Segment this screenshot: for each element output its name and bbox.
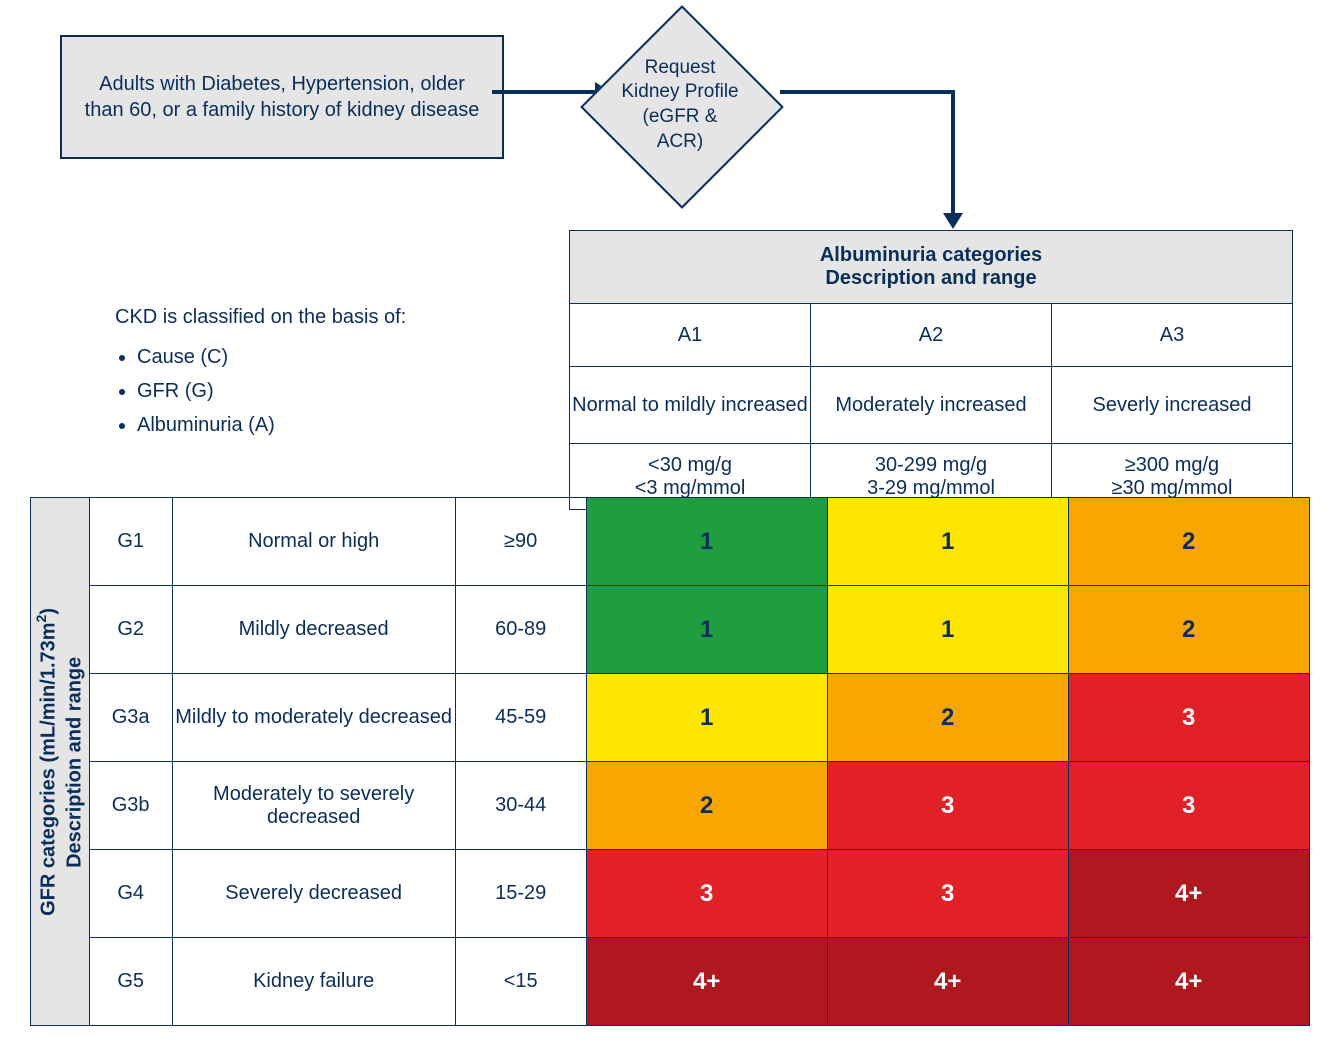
gfr-range: ≥90 <box>455 498 586 586</box>
risk-cell: 4+ <box>827 938 1068 1026</box>
classify-item: Albuminuria (A) <box>137 408 406 442</box>
classify-item: GFR (G) <box>137 374 406 408</box>
risk-cell: 3 <box>1068 674 1309 762</box>
gfr-range: <15 <box>455 938 586 1026</box>
arrow-2-v <box>951 90 955 215</box>
alb-code: A1 <box>570 304 811 367</box>
gfr-desc: Normal or high <box>172 498 455 586</box>
ckd-table: GFR categories (mL/min/1.73m2) Descripti… <box>30 497 1310 1026</box>
risk-cell: 2 <box>1068 498 1309 586</box>
gfr-desc: Moderately to severely decreased <box>172 762 455 850</box>
risk-cell: 4+ <box>586 938 827 1026</box>
risk-cell: 1 <box>586 586 827 674</box>
gfr-code: G4 <box>89 850 172 938</box>
gfr-code: G3b <box>89 762 172 850</box>
risk-cell: 3 <box>827 850 1068 938</box>
risk-cell: 4+ <box>1068 938 1309 1026</box>
risk-cell: 1 <box>827 586 1068 674</box>
flowchart: Adults with Diabetes, Hypertension, olde… <box>30 20 1314 230</box>
risk-cell: 2 <box>827 674 1068 762</box>
gfr-code: G2 <box>89 586 172 674</box>
diamond-node: Request Kidney Profile (eGFR & ACR) <box>580 5 780 205</box>
gfr-range: 30-44 <box>455 762 586 850</box>
alb-header: Albuminuria categories Description and r… <box>570 231 1293 304</box>
gfr-desc: Mildly to moderately decreased <box>172 674 455 762</box>
gfr-desc: Severely decreased <box>172 850 455 938</box>
classify-item: Cause (C) <box>137 340 406 374</box>
gfr-desc: Kidney failure <box>172 938 455 1026</box>
gfr-range: 60-89 <box>455 586 586 674</box>
alb-desc: Moderately increased <box>811 367 1052 444</box>
gfr-code: G3a <box>89 674 172 762</box>
arrow-2-h <box>780 90 955 94</box>
albuminuria-header-table: Albuminuria categories Description and r… <box>569 230 1293 510</box>
diamond-l3: (eGFR & ACR) <box>620 105 740 154</box>
risk-cell: 1 <box>586 674 827 762</box>
gfr-code: G1 <box>89 498 172 586</box>
gfr-range: 45-59 <box>455 674 586 762</box>
gfr-code: G5 <box>89 938 172 1026</box>
alb-desc: Normal to mildly increased <box>570 367 811 444</box>
alb-code: A2 <box>811 304 1052 367</box>
gfr-range: 15-29 <box>455 850 586 938</box>
risk-cell: 1 <box>827 498 1068 586</box>
risk-cell: 1 <box>586 498 827 586</box>
classification-text: CKD is classified on the basis of: Cause… <box>115 300 406 442</box>
risk-cell: 3 <box>1068 762 1309 850</box>
classify-list: Cause (C) GFR (G) Albuminuria (A) <box>115 340 406 442</box>
risk-cell: 4+ <box>1068 850 1309 938</box>
risk-cell: 2 <box>1068 586 1309 674</box>
diamond-l2: Kidney Profile <box>620 80 740 105</box>
gfr-side-header: GFR categories (mL/min/1.73m2) Descripti… <box>31 498 90 1026</box>
alb-code: A3 <box>1052 304 1293 367</box>
criteria-box: Adults with Diabetes, Hypertension, olde… <box>60 35 504 159</box>
classify-intro: CKD is classified on the basis of: <box>115 300 406 334</box>
risk-cell: 3 <box>586 850 827 938</box>
risk-cell: 2 <box>586 762 827 850</box>
gfr-desc: Mildly decreased <box>172 586 455 674</box>
risk-cell: 3 <box>827 762 1068 850</box>
arrow-2-head <box>943 213 963 229</box>
alb-desc: Severly increased <box>1052 367 1293 444</box>
diamond-l1: Request <box>620 56 740 81</box>
